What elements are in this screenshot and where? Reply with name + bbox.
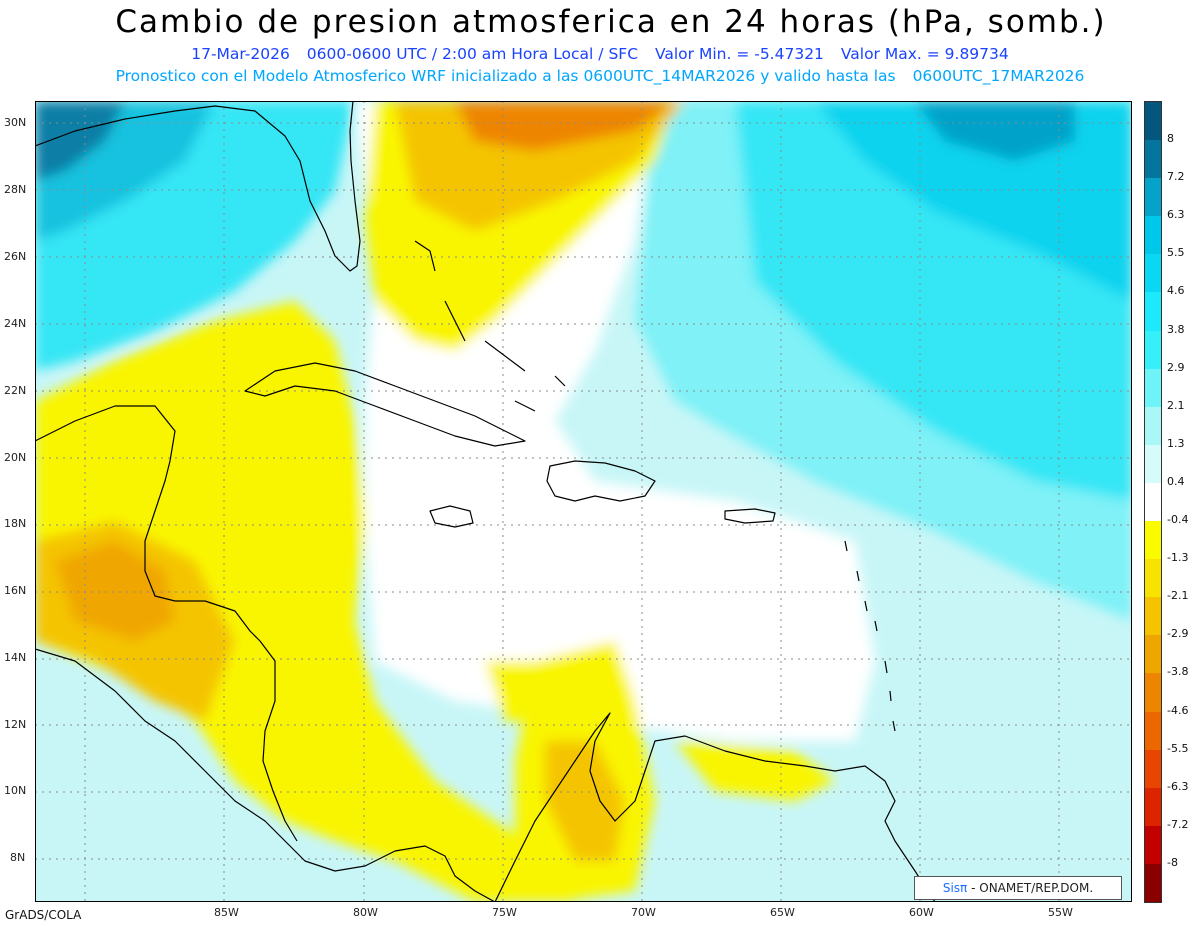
map-frame: [35, 101, 1132, 902]
subtitle-model-note: Pronostico con el Modelo Atmosferico WRF…: [0, 67, 1200, 85]
lat-label-26n: 26N: [4, 250, 27, 263]
colorbar-label: 2.1: [1167, 398, 1185, 412]
lon-label-55w: 55W: [1048, 906, 1073, 919]
colorbar-label: -5.5: [1167, 741, 1189, 755]
credit-org: - ONAMET/REP.DOM.: [971, 881, 1094, 895]
lon-label-70w: 70W: [631, 906, 656, 919]
coast-south-america: [494, 712, 936, 902]
colorbar-label: -3.8: [1167, 665, 1189, 679]
colorbar-label: 7.2: [1167, 170, 1185, 184]
colorbar-cell: [1145, 635, 1161, 674]
max-value-label: Valor Max. = 9.89734: [840, 45, 1009, 63]
subtitle-date-range: 17-Mar-2026 0600-0600 UTC / 2:00 am Hora…: [0, 45, 1200, 63]
colorbar-cell: [1145, 406, 1161, 446]
date-label: 17-Mar-2026: [191, 45, 290, 63]
colorbar-label: 8: [1167, 132, 1174, 146]
colorbar-label: -2.9: [1167, 627, 1189, 641]
colorbar-cell: [1145, 787, 1161, 827]
coast-cuba: [244, 362, 526, 447]
colorbar-cell: [1145, 368, 1161, 408]
coastlines: [35, 101, 936, 902]
lon-label-65w: 65W: [770, 906, 795, 919]
colorbar-label: -6.3: [1167, 779, 1189, 793]
graticule: [35, 101, 1132, 902]
shaded-field: [35, 101, 1132, 902]
coast-central-america-east: [259, 640, 298, 842]
software-credit: GrADS/COLA: [5, 908, 82, 922]
lat-label-8n: 8N: [10, 851, 26, 864]
coast-hispaniola: [546, 460, 656, 502]
lat-label-10n: 10N: [4, 784, 27, 797]
min-value-label: Valor Min. = -5.47321: [654, 45, 824, 63]
colorbar-cell: [1145, 102, 1161, 141]
lat-label-20n: 20N: [4, 451, 27, 464]
colorbar-cell: [1145, 521, 1161, 560]
colorbar-cell: [1145, 292, 1161, 332]
colorbar-label: -4.6: [1167, 703, 1189, 717]
coast-bahamas: [414, 240, 566, 412]
forecast-note: Pronostico con el Modelo Atmosferico WRF…: [115, 67, 896, 85]
period-label: 0600-0600 UTC / 2:00 am Hora Local / SFC: [306, 45, 639, 63]
coast-yucatan-mexico: [35, 405, 261, 642]
lon-label-80w: 80W: [353, 906, 378, 919]
colorbar-cell: [1145, 140, 1161, 179]
colorbar-cell: [1145, 749, 1161, 789]
colorbar-cell: [1145, 673, 1161, 713]
lat-label-22n: 22N: [4, 384, 27, 397]
lat-label-18n: 18N: [4, 517, 27, 530]
credit-box: Sisπ - ONAMET/REP.DOM.: [914, 876, 1122, 900]
lon-label-85w: 85W: [214, 906, 239, 919]
colorbar-cell: [1145, 863, 1161, 903]
colorbar-cell: [1145, 597, 1161, 636]
colorbar: [1144, 101, 1162, 903]
map-title: Cambio de presion atmosferica en 24 hora…: [115, 4, 1107, 40]
colorbar-cell: [1145, 559, 1161, 598]
colorbar-label: 0.4: [1167, 474, 1185, 488]
colorbar-cell: [1145, 482, 1161, 522]
sispi-logo-text: Sisπ: [942, 881, 968, 895]
colorbar-label: -1.3: [1167, 551, 1189, 565]
coast-gulf-us-florida: [35, 101, 361, 272]
coast-lesser-antilles: [844, 540, 896, 732]
lon-label-60w: 60W: [909, 906, 934, 919]
valid-until-label: 0600UTC_17MAR2026: [912, 67, 1085, 85]
colorbar-label: 3.8: [1167, 322, 1185, 336]
lat-label-30n: 30N: [4, 116, 27, 129]
colorbar-label: 5.5: [1167, 246, 1185, 260]
lat-label-24n: 24N: [4, 317, 27, 330]
colorbar-label: -7.2: [1167, 817, 1189, 831]
lat-label-12n: 12N: [4, 718, 27, 731]
lon-label-75w: 75W: [492, 906, 517, 919]
colorbar-cell: [1145, 711, 1161, 751]
coast-puerto-rico: [724, 508, 776, 524]
coast-central-america: [35, 648, 496, 902]
colorbar-label: -2.1: [1167, 589, 1189, 603]
coast-jamaica: [429, 505, 474, 528]
lat-label-16n: 16N: [4, 584, 27, 597]
colorbar-cell: [1145, 444, 1161, 484]
colorbar-label: -0.4: [1167, 513, 1189, 527]
colorbar-label: 2.9: [1167, 360, 1185, 374]
colorbar-label: 4.6: [1167, 284, 1185, 298]
colorbar-cell: [1145, 216, 1161, 255]
colorbar-cell: [1145, 825, 1161, 865]
pressure-change-map: [35, 101, 1132, 902]
colorbar-cell: [1145, 254, 1161, 293]
colorbar-label: 6.3: [1167, 208, 1185, 222]
lat-label-28n: 28N: [4, 183, 27, 196]
colorbar-cell: [1145, 330, 1161, 370]
colorbar-label: 1.3: [1167, 436, 1185, 450]
lat-label-14n: 14N: [4, 651, 27, 664]
colorbar-cell: [1145, 178, 1161, 217]
colorbar-label: -8: [1167, 855, 1178, 869]
